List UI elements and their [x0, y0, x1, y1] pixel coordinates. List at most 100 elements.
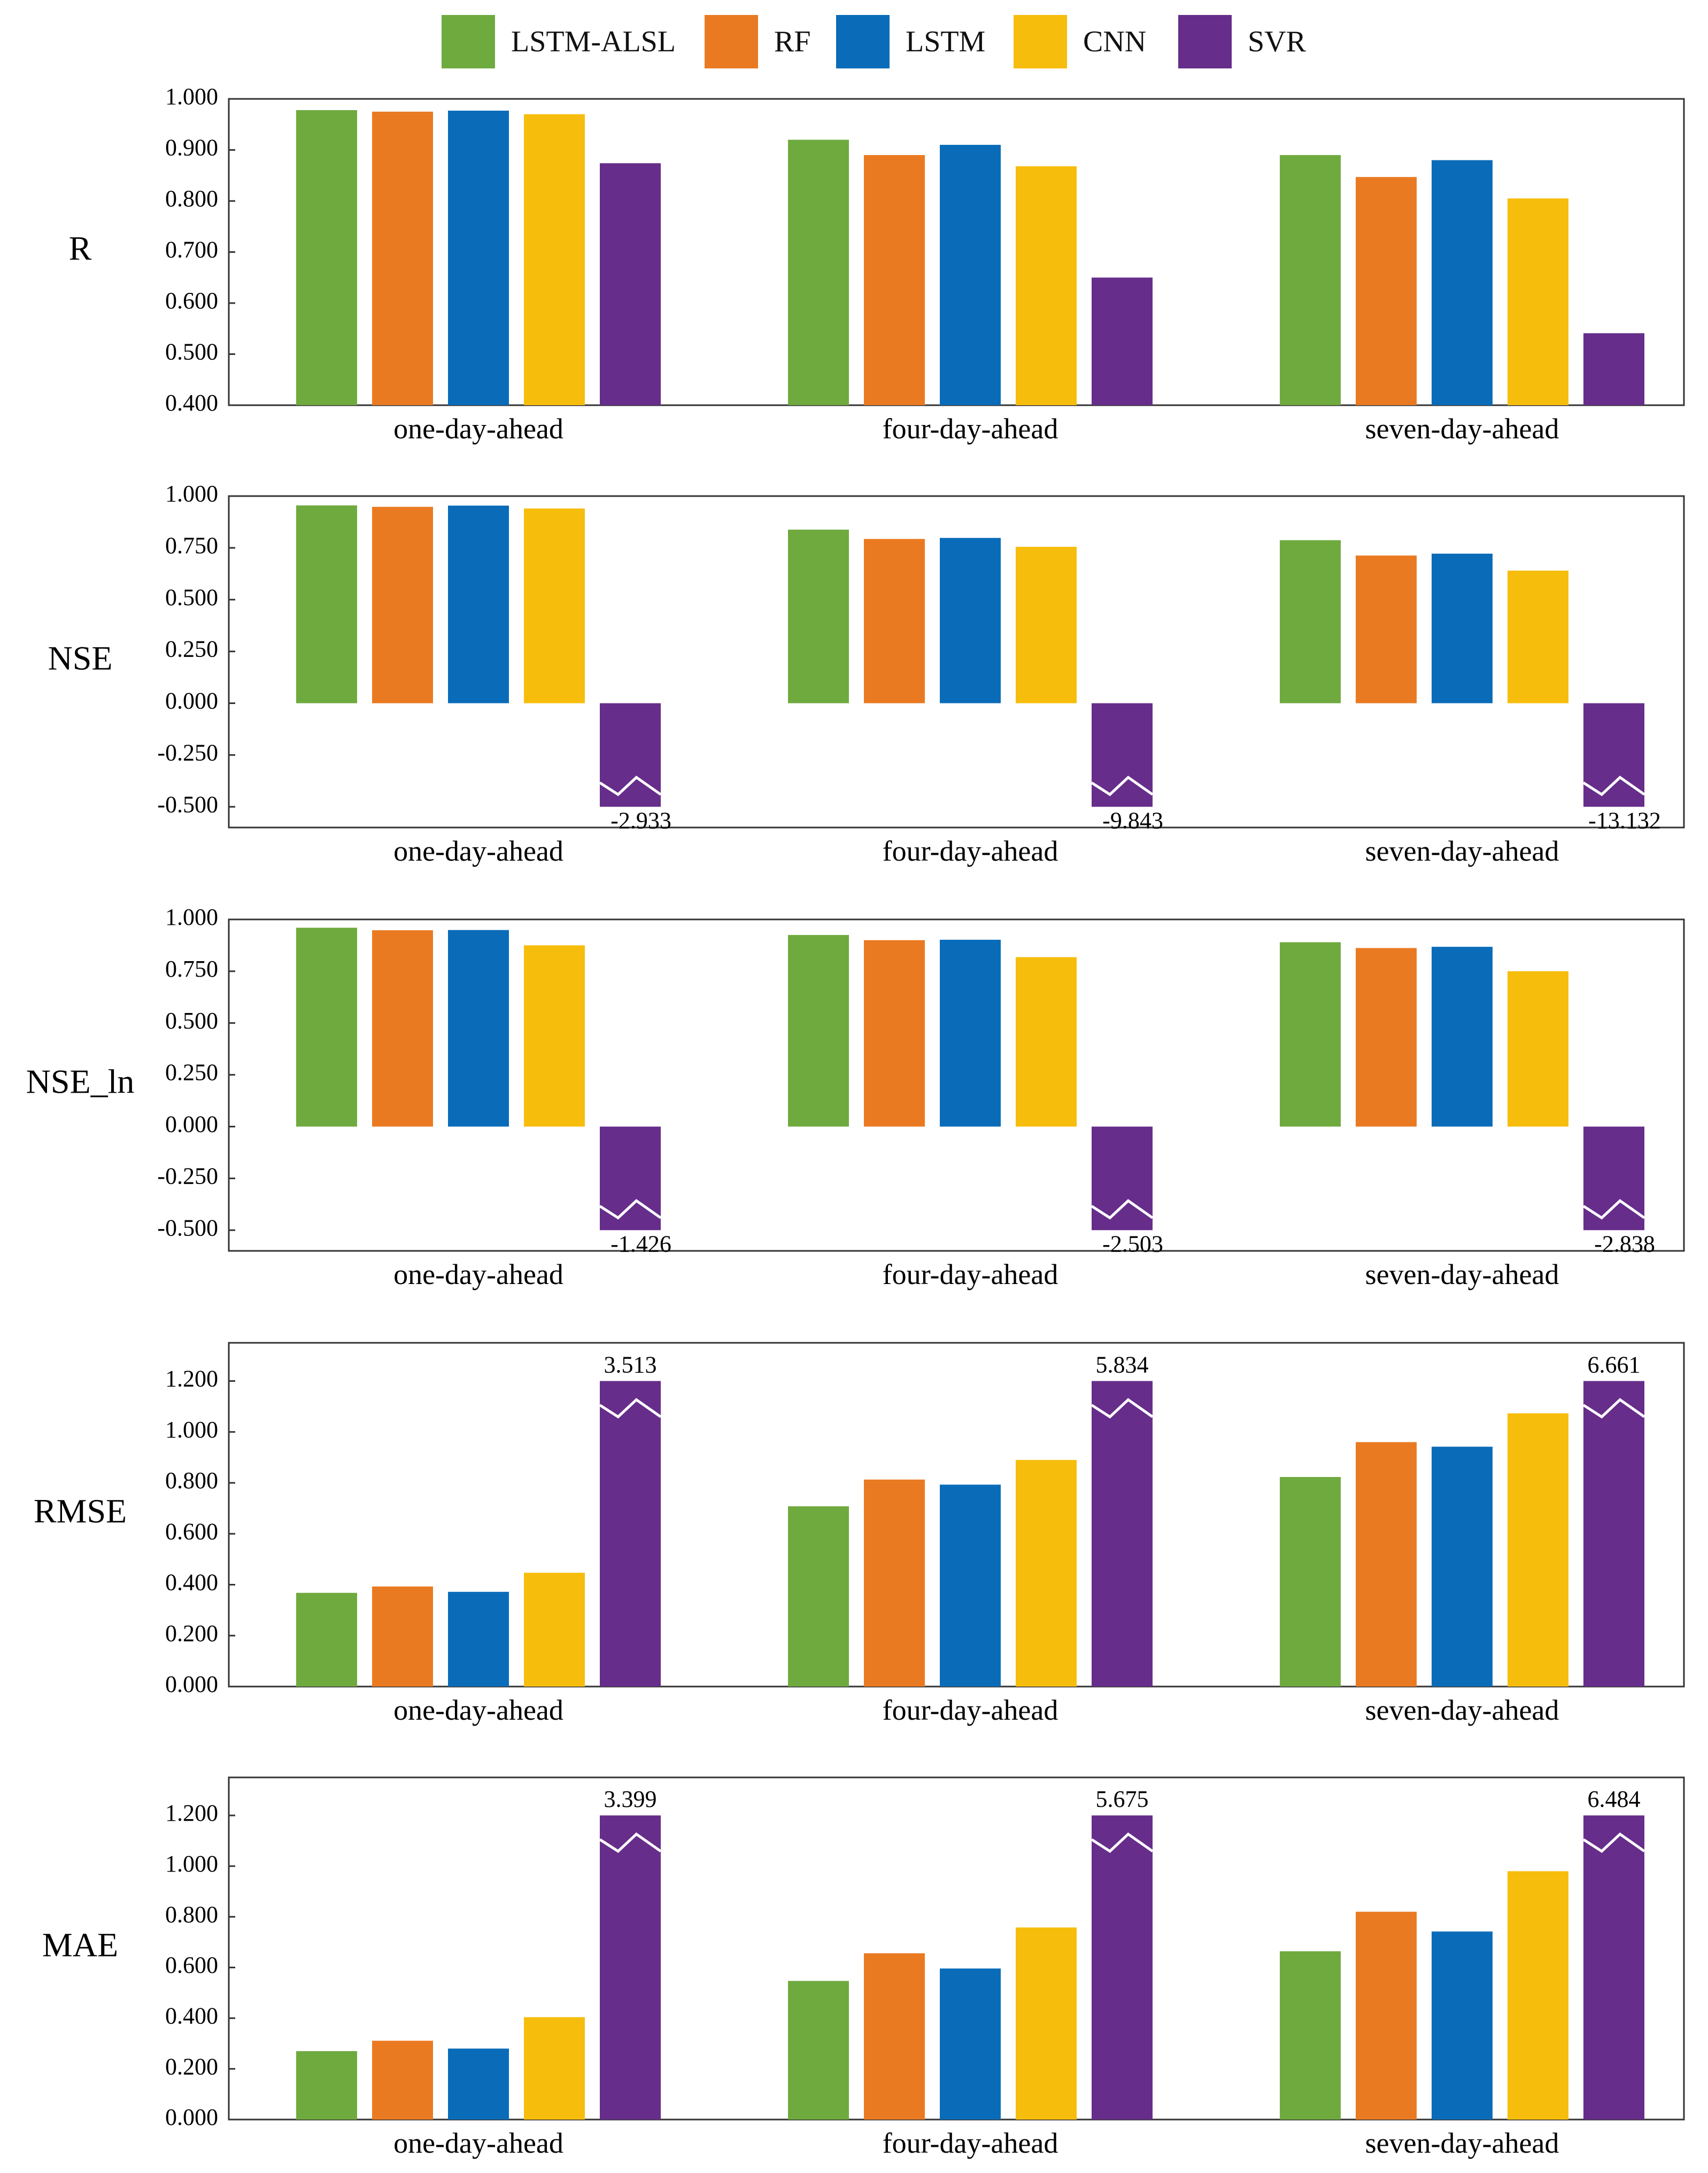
bar-lstm-alsl-seven-day-ahead	[1280, 942, 1341, 1127]
data-label: 6.661	[1588, 1351, 1641, 1378]
axis-break-mark	[1091, 776, 1154, 796]
x-category-label: seven-day-ahead	[1365, 1258, 1559, 1290]
bar-svr-one-day-ahead	[600, 1126, 661, 1231]
x-category-label: four-day-ahead	[883, 1694, 1058, 1726]
chart-panel-nse: NSE -0.500 -0.250 0.000 0.250 0.500 0.750 1.000…	[48, 481, 1685, 867]
legend-swatch	[705, 15, 758, 68]
bar-svr-seven-day-ahead	[1583, 1815, 1644, 2120]
y-tick-label: 0.400	[165, 390, 218, 416]
bar-svr-seven-day-ahead	[1583, 1126, 1644, 1231]
axis-break-mark	[599, 1199, 662, 1220]
y-axis-label: NSE_ln	[26, 1063, 135, 1101]
bar-cnn-one-day-ahead	[524, 945, 585, 1127]
bar-lstm-four-day-ahead	[940, 538, 1001, 703]
y-tick-label: 0.800	[165, 1901, 218, 1928]
data-label: -9.843	[1102, 807, 1163, 833]
axis-break-mark	[599, 1398, 662, 1419]
bar-lstm-alsl-four-day-ahead	[788, 1981, 849, 2120]
bar-rf-seven-day-ahead	[1356, 1912, 1417, 2120]
bar-lstm-alsl-seven-day-ahead	[1280, 540, 1341, 703]
data-label: 3.513	[604, 1351, 657, 1378]
y-tick-label: 0.750	[165, 956, 218, 982]
bar-svr-seven-day-ahead	[1583, 333, 1644, 405]
bar-rf-one-day-ahead	[372, 930, 433, 1127]
y-tick-label: 1.000	[165, 1417, 218, 1443]
bar-lstm-alsl-four-day-ahead	[788, 529, 849, 703]
axis-break-mark	[599, 776, 662, 796]
bar-svr-one-day-ahead	[600, 163, 661, 405]
axis-break-mark	[1582, 1398, 1645, 1419]
y-tick-label: 0.000	[165, 1111, 218, 1138]
bar-svr-four-day-ahead	[1092, 1381, 1153, 1687]
bar-rf-one-day-ahead	[372, 507, 433, 703]
legend-swatch	[442, 15, 495, 68]
bar-lstm-seven-day-ahead	[1432, 1931, 1493, 2120]
legend-label: RF	[774, 25, 811, 58]
y-tick-label: 0.900	[165, 135, 218, 161]
bar-lstm-one-day-ahead	[448, 110, 509, 406]
axis-break-mark	[1582, 1199, 1645, 1220]
bar-rf-four-day-ahead	[864, 539, 925, 703]
chart-panel-r: R 0.400 0.500 0.600 0.700 0.800 0.900 1.000 one-…	[69, 83, 1685, 445]
axis-break-mark	[599, 1832, 662, 1853]
x-category-label: one-day-ahead	[393, 835, 563, 867]
bar-lstm-alsl-seven-day-ahead	[1280, 1951, 1341, 2120]
data-label: 5.675	[1096, 1786, 1149, 1812]
x-category-label: four-day-ahead	[883, 2127, 1058, 2159]
bar-svr-one-day-ahead	[600, 1381, 661, 1687]
y-tick-label: 0.600	[165, 1952, 218, 1978]
bar-svr-four-day-ahead	[1092, 1126, 1153, 1231]
axis-break-mark	[1091, 1832, 1154, 1853]
bar-lstm-four-day-ahead	[940, 144, 1001, 405]
bar-lstm-alsl-seven-day-ahead	[1280, 1477, 1341, 1687]
bar-lstm-seven-day-ahead	[1432, 1447, 1493, 1687]
x-category-label: one-day-ahead	[393, 1694, 563, 1726]
bar-rf-seven-day-ahead	[1356, 177, 1417, 405]
y-axis-label: R	[69, 229, 92, 267]
y-tick-label: -0.250	[157, 739, 218, 765]
bar-cnn-seven-day-ahead	[1508, 198, 1568, 405]
bar-svr-seven-day-ahead	[1583, 1381, 1644, 1687]
y-axis-label: MAE	[42, 1926, 118, 1964]
chart-panel-mae: MAE 0.000 0.200 0.400 0.600 0.800 1.000 1.200 on…	[42, 1776, 1685, 2159]
bar-svr-four-day-ahead	[1092, 277, 1153, 405]
axis-break-mark	[1582, 1832, 1645, 1853]
x-category-label: one-day-ahead	[393, 2127, 563, 2159]
bar-lstm-one-day-ahead	[448, 505, 509, 703]
plot-frame	[228, 918, 1685, 1252]
bar-rf-four-day-ahead	[864, 1953, 925, 2120]
chart-panel-rmse: RMSE 0.000 0.200 0.400 0.600 0.800 1.000 1.200 o…	[34, 1342, 1685, 1726]
bar-cnn-one-day-ahead	[524, 508, 585, 703]
bar-cnn-four-day-ahead	[1016, 1460, 1077, 1687]
bar-lstm-one-day-ahead	[448, 1591, 509, 1687]
bar-rf-four-day-ahead	[864, 1479, 925, 1687]
bar-cnn-one-day-ahead	[524, 2017, 585, 2120]
legend-item-lstm-alsl: LSTM-ALSL	[442, 15, 676, 68]
y-tick-label: 0.250	[165, 636, 218, 662]
axis-break-mark	[1091, 1199, 1154, 1220]
bar-svr-seven-day-ahead	[1583, 703, 1644, 807]
bar-lstm-seven-day-ahead	[1432, 947, 1493, 1127]
y-tick-label: 1.000	[165, 1851, 218, 1877]
y-axis-label: NSE	[48, 639, 113, 677]
bar-lstm-one-day-ahead	[448, 930, 509, 1127]
x-category-label: four-day-ahead	[883, 1258, 1058, 1290]
y-tick-label: 0.800	[165, 185, 218, 212]
bar-cnn-seven-day-ahead	[1508, 1871, 1568, 2120]
bar-rf-four-day-ahead	[864, 940, 925, 1127]
x-category-label: four-day-ahead	[883, 413, 1058, 445]
legend-item-svr: SVR	[1178, 15, 1306, 68]
bar-lstm-alsl-four-day-ahead	[788, 1506, 849, 1687]
data-label: 5.834	[1096, 1351, 1149, 1378]
legend-swatch	[1178, 15, 1232, 68]
y-tick-label: 0.500	[165, 584, 218, 610]
bar-cnn-seven-day-ahead	[1508, 570, 1568, 703]
bar-cnn-seven-day-ahead	[1508, 971, 1568, 1127]
bar-rf-one-day-ahead	[372, 2040, 433, 2120]
bar-cnn-four-day-ahead	[1016, 1927, 1077, 2120]
bar-lstm-one-day-ahead	[448, 2048, 509, 2120]
bar-cnn-four-day-ahead	[1016, 546, 1077, 703]
legend-label: SVR	[1248, 25, 1306, 58]
y-tick-label: -0.500	[157, 791, 218, 817]
y-tick-label: 0.600	[165, 288, 218, 314]
